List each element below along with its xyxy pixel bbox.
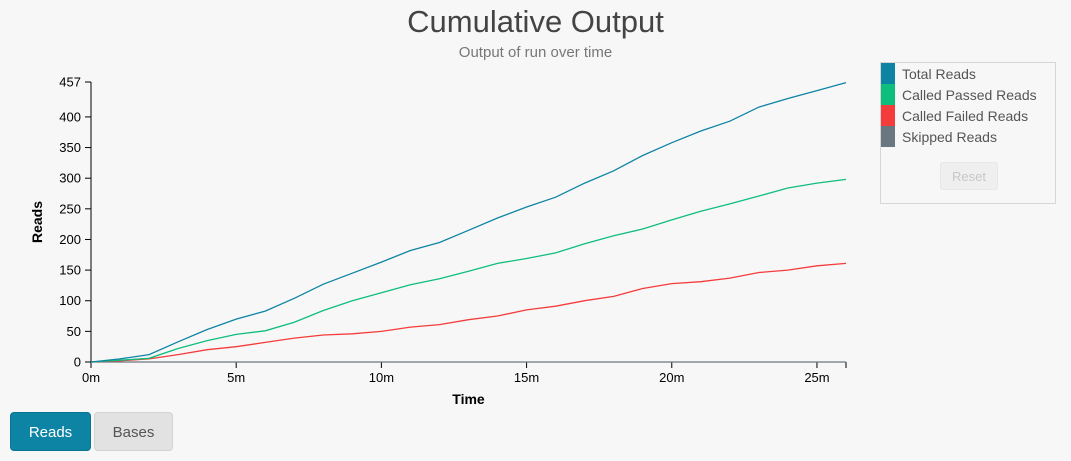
- series-line-called-passed-reads: [90, 178, 847, 363]
- x-tick-label: 5m: [227, 370, 245, 385]
- y-tick-label: 300: [59, 171, 81, 186]
- bases-button[interactable]: Bases: [94, 412, 173, 451]
- legend-item-total-reads[interactable]: Total Reads: [881, 63, 1055, 84]
- y-tick-label: 50: [67, 324, 81, 339]
- y-tick-label: 400: [59, 109, 81, 124]
- y-tick-label: 200: [59, 232, 81, 247]
- legend-swatch: [881, 63, 895, 84]
- legend-item-skipped-reads[interactable]: Skipped Reads: [881, 126, 1055, 147]
- x-tick-label: 10m: [369, 370, 394, 385]
- chart-subtitle: Output of run over time: [458, 44, 613, 61]
- x-tick-label: 0m: [82, 370, 100, 385]
- reset-button[interactable]: Reset: [940, 162, 998, 190]
- legend-swatch: [881, 105, 895, 126]
- legend: Total Reads Called Passed Reads Called Fai…: [880, 62, 1056, 204]
- series-line-called-failed-reads: [90, 262, 847, 363]
- legend-swatch: [881, 126, 895, 147]
- y-tick-label: 150: [59, 263, 81, 278]
- reads-button[interactable]: Reads: [10, 412, 91, 451]
- legend-item-called-failed-reads[interactable]: Called Failed Reads: [881, 105, 1055, 126]
- legend-label: Skipped Reads: [902, 128, 997, 145]
- legend-swatch: [881, 84, 895, 105]
- series-line-total-reads: [90, 81, 847, 363]
- x-axis-title: Time: [452, 391, 485, 407]
- y-tick-label: 0: [74, 355, 81, 370]
- x-tick-label: 15m: [514, 370, 539, 385]
- y-tick-label: 100: [59, 293, 81, 308]
- x-tick-label: 25m: [804, 370, 829, 385]
- x-tick-label: 20m: [659, 370, 684, 385]
- legend-label: Called Passed Reads: [902, 86, 1037, 103]
- y-tick-label: 250: [59, 201, 81, 216]
- chart-title: Cumulative Output: [407, 4, 664, 39]
- y-tick-label: 457: [59, 75, 81, 90]
- legend-label: Total Reads: [902, 65, 976, 82]
- legend-item-called-passed-reads[interactable]: Called Passed Reads: [881, 84, 1055, 105]
- y-axis-title: Reads: [29, 201, 45, 243]
- y-tick-label: 350: [59, 140, 81, 155]
- legend-label: Called Failed Reads: [902, 107, 1029, 124]
